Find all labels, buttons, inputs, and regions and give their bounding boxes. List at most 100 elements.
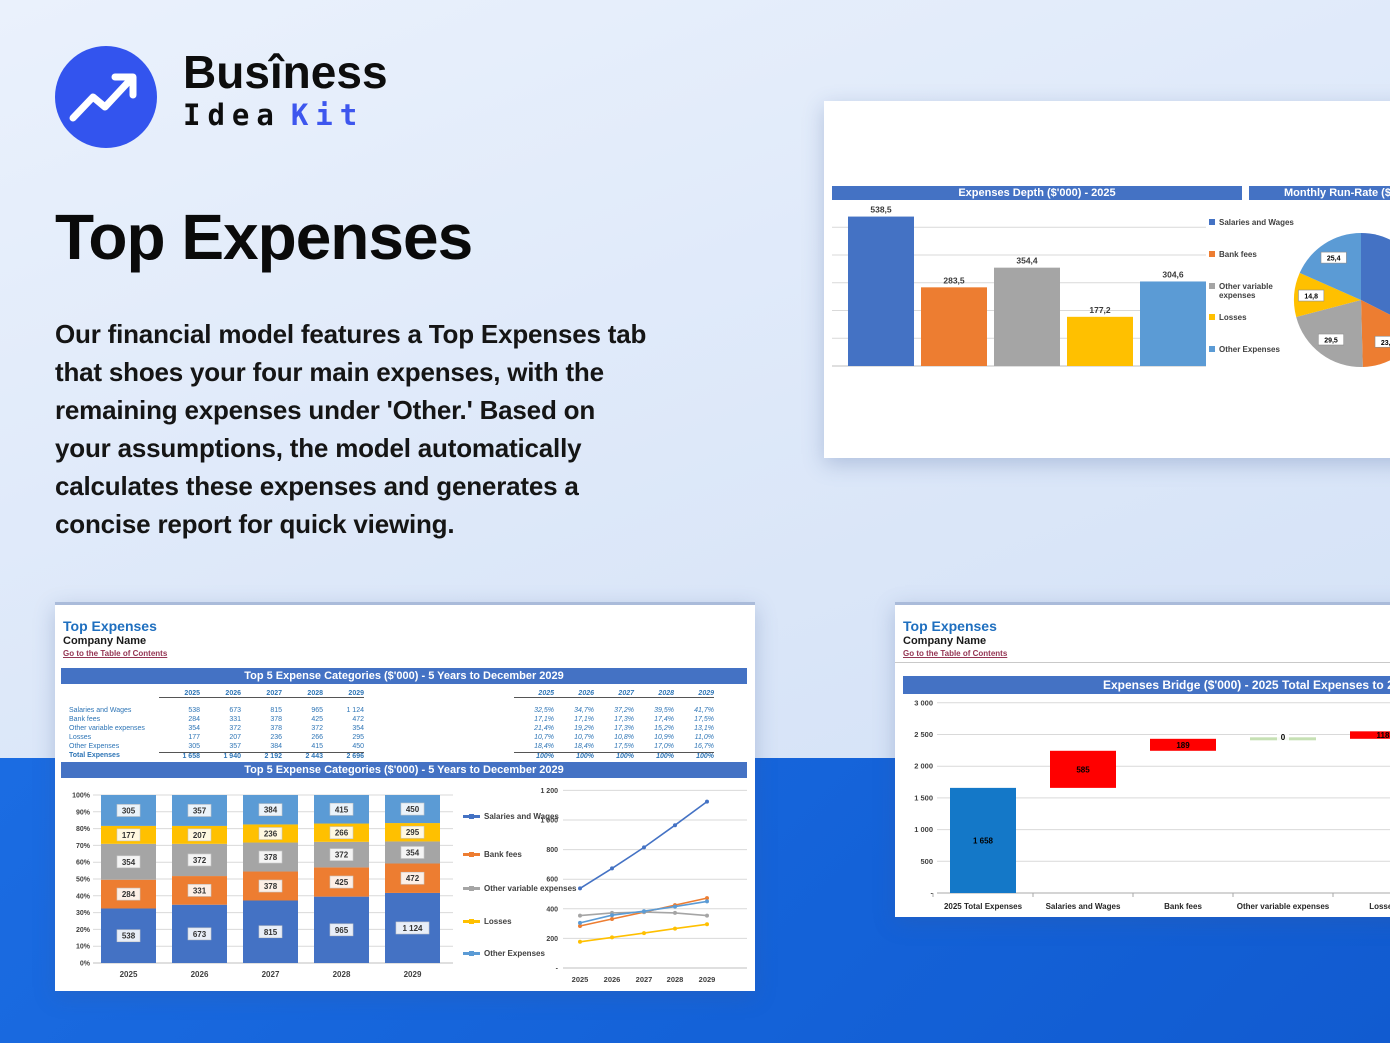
data-point	[705, 922, 709, 927]
row-label: Other Expenses	[69, 743, 120, 750]
line-series-Salaries and Wages	[579, 800, 708, 890]
legend-marker-icon	[1209, 251, 1215, 257]
top5-stacked-bar-chart: 0% 10% 20% 30% 40% 50% 60% 70% 80% 90% 100% 538 284 3…	[72, 793, 453, 979]
pie-label: 29,5	[1324, 338, 1338, 345]
segment-label: 357	[193, 806, 207, 815]
segment-label: 372	[335, 851, 349, 860]
bar-label: 585	[1076, 765, 1090, 774]
segment-label-box	[258, 879, 283, 893]
percent-cell: 2029	[698, 689, 714, 697]
x-tick-label: 2025	[572, 975, 589, 984]
legend-item: Losses	[1209, 313, 1247, 322]
segment-label: 378	[264, 882, 278, 891]
y-tick-label: 600	[546, 877, 558, 884]
top5-table: 2025 2026 2027 2028 2029 2025 2026 2027 2028 2029…	[69, 688, 741, 760]
x-tick-label: 2027	[262, 970, 280, 979]
x-tick-label: Bank fees	[1164, 902, 1202, 911]
legend-item: Other variable expenses	[1209, 282, 1309, 300]
data-point	[705, 899, 709, 904]
bar-label: 189	[1176, 741, 1190, 750]
y-tick-label: 2 000	[914, 762, 933, 771]
segment-label-box	[400, 825, 425, 839]
x-tick-label: Losses	[1369, 902, 1390, 911]
segment-label: 415	[335, 805, 349, 814]
brand-name: Busîness	[183, 46, 388, 98]
percent-cell: 18,4%	[574, 743, 594, 750]
y-tick-label: 10%	[76, 944, 91, 951]
segment-label-box	[329, 848, 354, 861]
table-row: Salaries and Wages 538 673 815 965 1 124 32,5%…	[69, 706, 741, 715]
y-tick-label: 1 200	[540, 788, 558, 795]
percent-cell: 18,4%	[534, 743, 554, 750]
percent-cell: 21,4%	[534, 725, 554, 732]
x-tick-label: 2028	[333, 970, 351, 979]
bar-value-label: 283,5	[943, 275, 965, 285]
segment-label-box	[258, 925, 283, 939]
table-of-contents-link[interactable]: Go to the Table of Contents	[63, 649, 168, 658]
bar-label: 118	[1377, 731, 1390, 740]
percent-cell: 2027	[618, 689, 634, 697]
percent-cell: 100%	[616, 752, 634, 760]
company-name: Company Name	[903, 635, 987, 647]
percent-cell: 17,1%	[534, 716, 554, 723]
value-cell: 2028	[307, 689, 323, 697]
percent-cell: 10,8%	[614, 734, 634, 741]
segment-label-box	[395, 921, 430, 935]
data-point	[705, 799, 709, 804]
y-tick-label: 100%	[72, 793, 91, 800]
pie-label: 25,4	[1327, 256, 1341, 263]
segment-label: 1 124	[402, 924, 423, 933]
legend-dot	[469, 813, 474, 819]
segment-label: 965	[335, 926, 349, 935]
segment-label: 538	[122, 932, 136, 941]
x-tick-label: Salaries and Wages	[1046, 902, 1121, 911]
percent-cell: 17,3%	[614, 716, 634, 723]
y-tick-label: 3 000	[914, 698, 933, 707]
data-point	[578, 886, 582, 891]
segment-label-box	[116, 929, 141, 943]
percent-group: 10,7% 10,7% 10,8% 10,9% 11,0%	[514, 734, 714, 741]
segment-label-box	[116, 887, 141, 901]
legend-dot	[469, 918, 474, 924]
pie-label-box	[1298, 289, 1325, 302]
pie-label-box	[1374, 335, 1390, 348]
legend-marker-icon	[1209, 314, 1215, 320]
y-tick-label: 40%	[76, 893, 91, 900]
segment-label: 354	[406, 848, 420, 857]
company-name: Company Name	[63, 635, 147, 647]
percent-cell: 10,7%	[534, 734, 554, 741]
percent-cell: 32,5%	[534, 707, 554, 714]
y-tick-label: 60%	[76, 860, 91, 867]
segment-label-box	[329, 826, 354, 839]
data-point	[673, 910, 677, 915]
data-point	[578, 920, 582, 925]
table-of-contents-link[interactable]: Go to the Table of Contents	[903, 649, 1008, 658]
segment-label: 295	[406, 828, 420, 837]
legend-line-marker-icon	[463, 813, 480, 819]
x-tick-label: 2025 Total Expenses	[944, 902, 1023, 911]
value-cell: 378	[270, 716, 282, 723]
legend-line-marker-icon	[463, 918, 480, 924]
legend-item: Bank fees	[1209, 250, 1257, 259]
data-point	[578, 913, 582, 918]
waterfall-bar	[1050, 750, 1116, 788]
y-tick-label: 30%	[76, 910, 91, 917]
percent-group: 18,4% 18,4% 17,5% 17,0% 16,7%	[514, 743, 714, 750]
legend-label: Other variable expenses	[1219, 282, 1273, 300]
pie-slice-Salaries and Wages	[1361, 233, 1390, 315]
logo: Busîness Idea Kit	[55, 46, 388, 148]
legend-item: Other variable expenses	[463, 884, 577, 894]
value-cell: 384	[270, 743, 282, 750]
values-group: 177 207 236 266 295	[159, 734, 364, 741]
segment-label: 815	[264, 928, 278, 937]
segment-label: 331	[193, 886, 207, 895]
legend-item: Salaries and Wages	[463, 812, 559, 822]
percent-group: 17,1% 17,1% 17,3% 17,4% 17,5%	[514, 716, 714, 723]
value-cell: 266	[311, 734, 323, 741]
legend-item: Bank fees	[463, 850, 522, 860]
data-point	[578, 939, 582, 944]
segment-label: 372	[193, 856, 207, 865]
legend-label: Bank fees	[484, 850, 522, 859]
screenshot-expenses-bridge: Top Expenses Company Name Go to the Tabl…	[895, 602, 1390, 917]
bar-value-label: 177,2	[1089, 305, 1111, 315]
